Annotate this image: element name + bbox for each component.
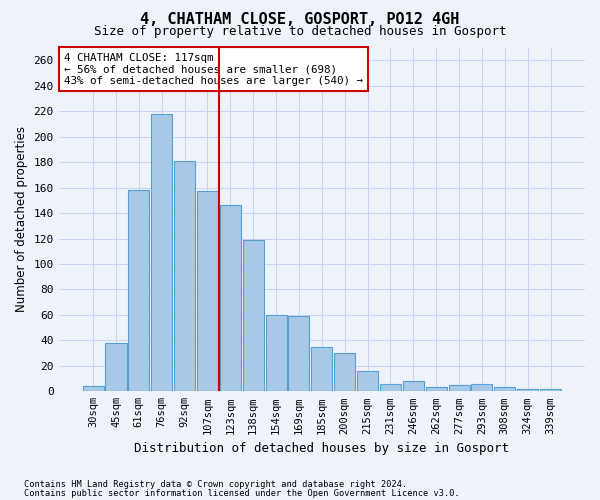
Bar [242,240,264,392]
Bar [494,388,515,392]
Bar [403,381,424,392]
Y-axis label: Number of detached properties: Number of detached properties [15,126,28,312]
Bar [197,192,218,392]
Text: 4, CHATHAM CLOSE, GOSPORT, PO12 4GH: 4, CHATHAM CLOSE, GOSPORT, PO12 4GH [140,12,460,28]
Bar [83,386,104,392]
Bar [128,190,149,392]
Text: 4 CHATHAM CLOSE: 117sqm
← 56% of detached houses are smaller (698)
43% of semi-d: 4 CHATHAM CLOSE: 117sqm ← 56% of detache… [64,52,363,86]
Bar [472,384,493,392]
Text: Contains public sector information licensed under the Open Government Licence v3: Contains public sector information licen… [24,489,460,498]
Bar [540,389,561,392]
Bar [266,315,287,392]
Text: Contains HM Land Registry data © Crown copyright and database right 2024.: Contains HM Land Registry data © Crown c… [24,480,407,489]
Bar [517,389,538,392]
Bar [311,346,332,392]
Bar [220,206,241,392]
Text: Size of property relative to detached houses in Gosport: Size of property relative to detached ho… [94,25,506,38]
Bar [106,343,127,392]
Bar [449,385,470,392]
Bar [289,316,310,392]
Bar [380,384,401,392]
Bar [151,114,172,392]
Bar [174,161,195,392]
Bar [357,371,378,392]
Bar [334,353,355,392]
Bar [425,388,447,392]
X-axis label: Distribution of detached houses by size in Gosport: Distribution of detached houses by size … [134,442,509,455]
